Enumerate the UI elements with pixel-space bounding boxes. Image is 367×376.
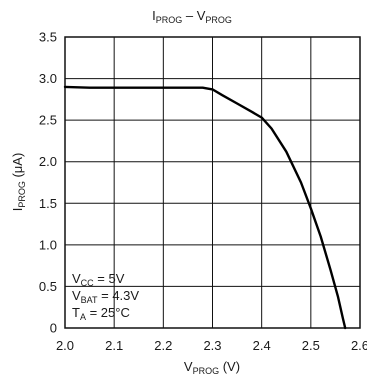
series-line (63, 85, 347, 330)
x-axis-label: VPROG (V) (184, 359, 240, 376)
x-tick-label: 2.1 (105, 338, 123, 353)
x-tick-label: 2.5 (302, 338, 320, 353)
annotation-vcc: VCC = 5V (72, 271, 125, 288)
annotation-ta: TA = 25°C (72, 305, 130, 322)
x-tick-label: 2.2 (154, 338, 172, 353)
y-tick-label: 0 (50, 321, 57, 336)
x-tick-label: 2.6 (351, 338, 367, 353)
y-tick-label: 1.5 (39, 196, 57, 211)
x-tick-label: 2.0 (56, 338, 74, 353)
x-tick-label: 2.4 (253, 338, 271, 353)
y-tick-label: 0.5 (39, 279, 57, 294)
y-axis-ticks: 0 0.5 1.0 1.5 2.0 2.5 3.0 3.5 (39, 30, 57, 336)
y-tick-label: 2.0 (39, 154, 57, 169)
grid (65, 37, 360, 328)
condition-annotations: VCC = 5V VBAT = 4.3V TA = 25°C (72, 271, 139, 322)
y-tick-label: 3.0 (39, 71, 57, 86)
plot-frame (64, 36, 361, 329)
y-tick-label: 1.0 (39, 237, 57, 252)
y-axis-label: IPROG (μA) (10, 153, 27, 212)
chart-title: IPROG – VPROG (152, 8, 232, 25)
x-tick-label: 2.3 (203, 338, 221, 353)
x-axis-ticks: 2.0 2.1 2.2 2.3 2.4 2.5 2.6 (56, 338, 367, 353)
y-tick-label: 2.5 (39, 113, 57, 128)
annotation-vbat: VBAT = 4.3V (72, 288, 139, 305)
y-tick-label: 3.5 (39, 30, 57, 45)
